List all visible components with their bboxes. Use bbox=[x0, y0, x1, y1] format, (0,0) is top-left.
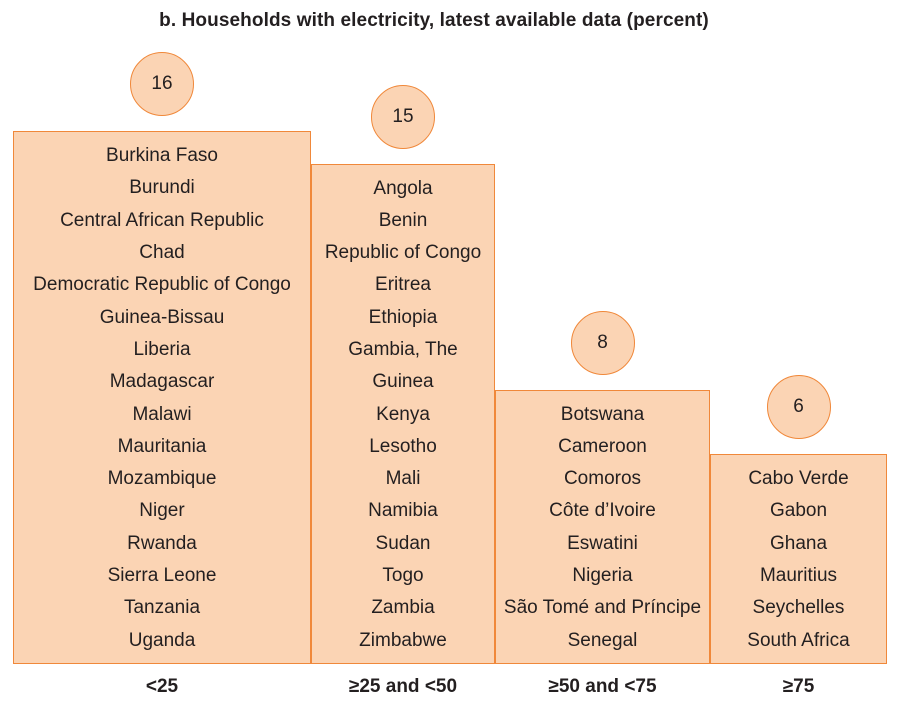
country-label: Madagascar bbox=[109, 371, 215, 393]
country-label: Rwanda bbox=[127, 532, 197, 554]
category-box: Burkina Faso Burundi Central African Repub… bbox=[13, 131, 311, 664]
country-label: Mozambique bbox=[107, 468, 217, 490]
country-label: Cameroon bbox=[558, 435, 647, 457]
country-label: Malawi bbox=[132, 403, 192, 425]
country-label: South Africa bbox=[747, 629, 850, 651]
country-label: Togo bbox=[382, 565, 424, 587]
country-label: Botswana bbox=[560, 403, 645, 425]
count-circle: 16 bbox=[130, 52, 194, 117]
country-label: Chad bbox=[139, 242, 185, 264]
country-label: Sudan bbox=[375, 532, 431, 554]
x-tick-label: <25 bbox=[145, 676, 179, 697]
country-label: Seychelles bbox=[752, 597, 845, 619]
country-label: Benin bbox=[378, 209, 428, 231]
country-label: Niger bbox=[139, 500, 185, 522]
count-circle: 6 bbox=[766, 375, 831, 440]
country-label: Ghana bbox=[769, 532, 828, 554]
country-label: Zimbabwe bbox=[359, 629, 447, 651]
country-label: Cabo Verde bbox=[748, 468, 849, 490]
country-label: Namibia bbox=[368, 500, 438, 522]
country-label: Senegal bbox=[567, 629, 638, 651]
country-label: Mauritania bbox=[117, 435, 207, 457]
country-label: São Tomé and Príncipe bbox=[503, 597, 702, 619]
x-tick-label: ≥75 bbox=[782, 676, 815, 697]
country-label: Ethiopia bbox=[368, 306, 438, 328]
x-tick-label: ≥50 and <75 bbox=[548, 676, 657, 697]
country-label: Burkina Faso bbox=[106, 145, 218, 167]
country-label: Kenya bbox=[376, 403, 430, 425]
country-label: Comoros bbox=[563, 468, 642, 490]
country-label: Côte d’Ivoire bbox=[549, 500, 656, 522]
country-label: Mali bbox=[385, 468, 421, 490]
count-circle: 15 bbox=[371, 84, 435, 149]
country-label: Eswatini bbox=[567, 532, 638, 554]
country-label: Republic of Congo bbox=[324, 242, 482, 264]
country-label: Zambia bbox=[371, 597, 435, 619]
category-box: Angola Benin Republic of Congo Eritrea Ethio… bbox=[311, 163, 495, 664]
country-label: Central African Republic bbox=[60, 209, 264, 231]
category-box: Cabo Verde Gabon Ghana Mauritius Seychelles S… bbox=[710, 454, 887, 664]
country-label: Angola bbox=[373, 177, 433, 199]
count-circle: 8 bbox=[570, 310, 635, 375]
country-label: Burundi bbox=[129, 177, 195, 199]
category-box: Botswana Cameroon Comoros Côte d’Ivoire Eswa… bbox=[495, 389, 710, 664]
country-label: Gabon bbox=[769, 500, 828, 522]
country-label: Tanzania bbox=[123, 597, 201, 619]
country-label: Uganda bbox=[128, 629, 196, 651]
country-label: Mauritius bbox=[759, 565, 838, 587]
country-label: Gambia, The bbox=[348, 338, 458, 360]
country-label: Sierra Leone bbox=[107, 565, 217, 587]
country-label: Guinea-Bissau bbox=[99, 306, 225, 328]
country-label: Nigeria bbox=[572, 565, 633, 587]
country-label: Democratic Republic of Congo bbox=[33, 274, 291, 296]
country-label: Lesotho bbox=[369, 435, 437, 457]
x-tick-label: ≥25 and <50 bbox=[348, 676, 458, 697]
country-label: Eritrea bbox=[375, 274, 431, 296]
country-label: Liberia bbox=[133, 338, 191, 360]
chart-title: b. Households with electricity, latest a… bbox=[159, 10, 709, 31]
country-label: Guinea bbox=[372, 371, 434, 393]
